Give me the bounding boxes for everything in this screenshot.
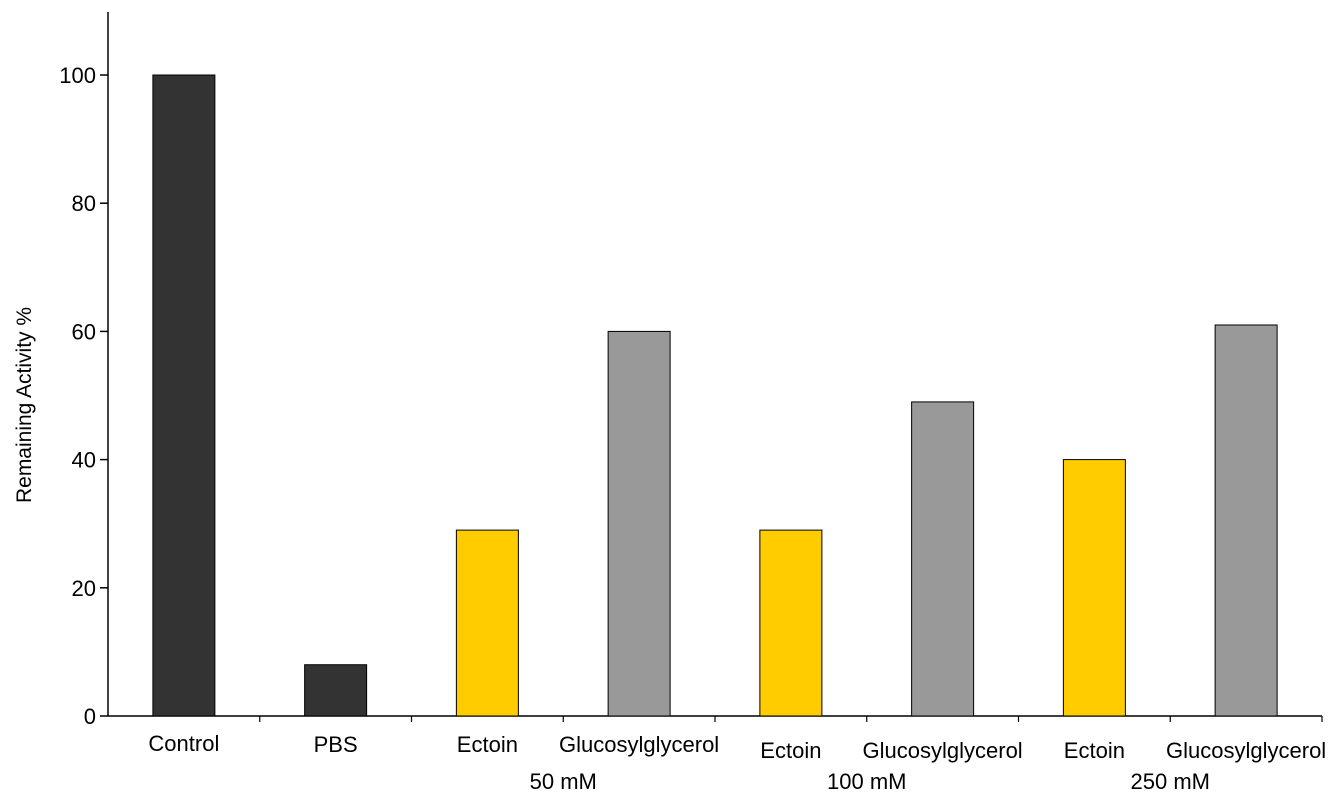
x-ticks [259,716,1323,722]
group-label: 100 mM [827,769,906,794]
group-labels: 50 mM 100 mM 250 mM [530,769,1210,794]
y-tick-label: 100 [59,63,96,88]
bar [304,664,368,717]
bar [455,529,519,717]
y-tick-label: 60 [72,319,96,344]
bars [152,74,1278,717]
x-tick-label: Ectoin [457,732,518,757]
y-tick-label: 20 [72,576,96,601]
category-labels: Control PBS Ectoin Glucosylglycerol Ectoin Gl… [148,731,1326,763]
x-tick-label: Glucosylglycerol [863,738,1023,763]
y-tick-label: 0 [84,704,96,729]
bar [1214,324,1278,717]
x-tick-label: Control [148,731,219,756]
group-label: 50 mM [530,769,597,794]
y-tick-label: 80 [72,191,96,216]
x-tick-label: Ectoin [760,738,821,763]
bar [152,74,216,717]
x-tick-label: Glucosylglycerol [559,732,719,757]
bar [911,401,975,717]
x-tick-label: PBS [314,732,358,757]
bar [1062,459,1126,717]
bar [607,330,671,717]
y-ticks: 0 20 40 60 80 100 [59,63,108,729]
x-tick-label: Ectoin [1064,738,1125,763]
group-label: 250 mM [1131,769,1210,794]
bar [759,529,823,717]
y-axis-title: Remaining Activity % [13,307,36,503]
x-tick-label: Glucosylglycerol [1166,738,1326,763]
y-tick-label: 40 [72,448,96,473]
